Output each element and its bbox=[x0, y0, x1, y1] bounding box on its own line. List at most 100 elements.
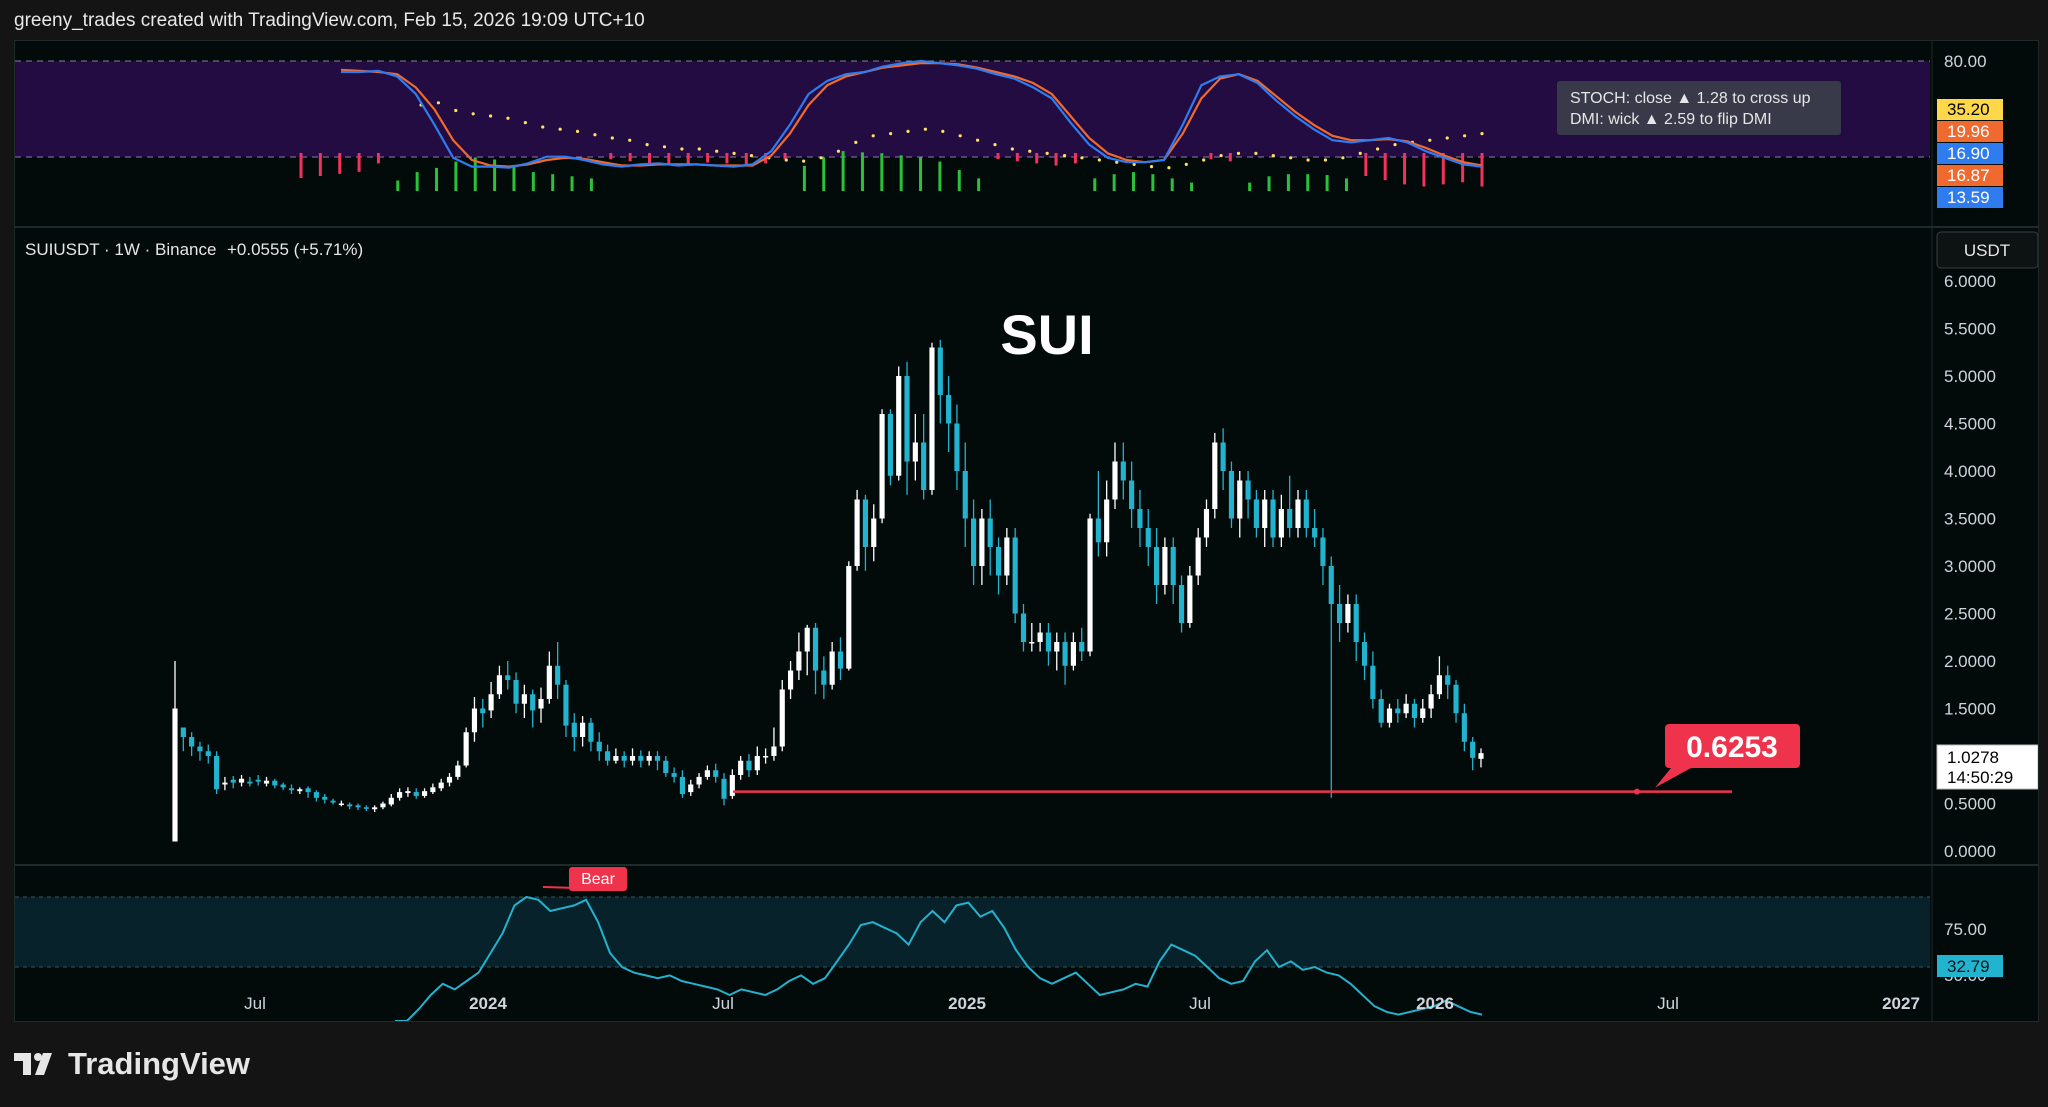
candle-body bbox=[322, 796, 328, 800]
histogram-bar bbox=[338, 153, 342, 174]
candle-body bbox=[172, 708, 178, 842]
bear-label-box bbox=[569, 867, 627, 891]
candle-body bbox=[779, 689, 785, 747]
dmi-dot bbox=[1393, 143, 1397, 147]
candle-body bbox=[205, 751, 211, 756]
price-axis-tick: 0.0000 bbox=[1944, 842, 1996, 861]
dmi-dot bbox=[471, 112, 475, 116]
histogram-bar bbox=[512, 165, 516, 191]
candle-body bbox=[946, 395, 952, 424]
dmi-dot bbox=[697, 147, 701, 151]
candle-body bbox=[738, 760, 744, 775]
candle-body bbox=[305, 788, 311, 793]
candle-body bbox=[180, 727, 186, 737]
candle-body bbox=[929, 347, 935, 490]
candle-body bbox=[1287, 509, 1293, 528]
candle-body bbox=[629, 756, 636, 761]
histogram-bar bbox=[725, 153, 729, 164]
candle-body bbox=[1453, 684, 1459, 714]
histogram-bar bbox=[357, 153, 361, 172]
candle-body bbox=[446, 776, 453, 783]
chart-attribution-caption: greeny_trades created with TradingView.c… bbox=[14, 10, 645, 31]
candle-body bbox=[1120, 461, 1126, 481]
histogram-bar bbox=[493, 159, 497, 191]
candle-body bbox=[238, 778, 245, 783]
candle-body bbox=[812, 627, 819, 671]
support-label-box bbox=[1665, 724, 1800, 768]
dmi-dot bbox=[1132, 162, 1136, 166]
dmi-dot bbox=[1062, 154, 1067, 158]
candle-body bbox=[255, 779, 261, 782]
candle-body bbox=[480, 708, 486, 714]
candle-body bbox=[1253, 499, 1259, 528]
candle-body bbox=[513, 680, 519, 704]
indicator-level-label: 80.00 bbox=[1944, 52, 1987, 71]
indicator-histogram-group bbox=[299, 151, 1484, 191]
histogram-bar bbox=[667, 153, 671, 166]
candle-body bbox=[887, 414, 893, 476]
histogram-bar bbox=[938, 161, 942, 191]
candle-body bbox=[621, 756, 627, 761]
candles-group bbox=[172, 339, 1484, 842]
candle-body bbox=[746, 760, 752, 771]
candle-body bbox=[1054, 642, 1060, 652]
candle-body bbox=[1353, 604, 1359, 642]
candle-body bbox=[347, 804, 353, 807]
candle-body bbox=[355, 805, 361, 808]
candle-body bbox=[1020, 613, 1027, 642]
candle-body bbox=[613, 756, 619, 761]
dmi-dot bbox=[958, 134, 962, 138]
histogram-bar bbox=[376, 153, 380, 164]
dmi-dot bbox=[1045, 151, 1049, 155]
candle-body bbox=[1212, 442, 1218, 509]
dmi-dot bbox=[1080, 156, 1084, 160]
candle-body bbox=[214, 756, 220, 790]
candle-body bbox=[1012, 537, 1018, 614]
candle-body bbox=[1228, 471, 1235, 519]
histogram-bar bbox=[1403, 153, 1407, 185]
candle-body bbox=[1220, 442, 1226, 471]
dmi-dot bbox=[558, 127, 562, 131]
histogram-bar bbox=[860, 152, 864, 191]
histogram-bar bbox=[802, 165, 806, 191]
histogram-bar bbox=[396, 180, 400, 191]
candle-body bbox=[538, 699, 544, 709]
histogram-bar bbox=[1422, 153, 1426, 187]
candle-body bbox=[804, 627, 810, 652]
dmi-dot bbox=[941, 129, 945, 133]
candle-body bbox=[1445, 675, 1451, 685]
time-axis-tick: 2027 bbox=[1882, 994, 1920, 1013]
candle-body bbox=[463, 732, 469, 766]
candle-body bbox=[1237, 480, 1243, 519]
chart-title: SUI bbox=[1000, 303, 1093, 366]
candle-body bbox=[496, 675, 502, 695]
dmi-dot bbox=[680, 147, 684, 151]
price-axis-tick: 0.5000 bbox=[1944, 795, 1996, 814]
candle-body bbox=[1262, 499, 1268, 528]
rsi-level-label-75: 75.00 bbox=[1944, 920, 1987, 939]
candle-body bbox=[862, 499, 869, 547]
dmi-dot bbox=[1236, 151, 1241, 155]
currency-button[interactable] bbox=[1936, 231, 2038, 269]
indicator-value-badge-box bbox=[1937, 121, 2003, 142]
candle-body bbox=[397, 792, 403, 798]
candle-body bbox=[704, 770, 710, 777]
time-axis-tick: 2025 bbox=[948, 994, 986, 1013]
candle-body bbox=[796, 651, 802, 671]
histogram-bar bbox=[1248, 182, 1252, 191]
candle-body bbox=[763, 756, 769, 758]
histogram-bar bbox=[454, 161, 458, 191]
last-price-label: 1.0278 bbox=[1947, 748, 1999, 767]
histogram-bar bbox=[1015, 153, 1019, 162]
candle-body bbox=[771, 746, 777, 756]
candle-body bbox=[654, 756, 661, 761]
candle-body bbox=[1129, 480, 1135, 509]
candle-body bbox=[1079, 642, 1085, 652]
candle-body bbox=[995, 547, 1002, 576]
candle-body bbox=[1195, 537, 1201, 576]
candle-body bbox=[754, 756, 760, 771]
histogram-bar bbox=[1190, 182, 1194, 191]
dmi-dot bbox=[819, 156, 823, 160]
dmi-dot bbox=[732, 151, 736, 155]
histogram-bar bbox=[880, 153, 884, 191]
